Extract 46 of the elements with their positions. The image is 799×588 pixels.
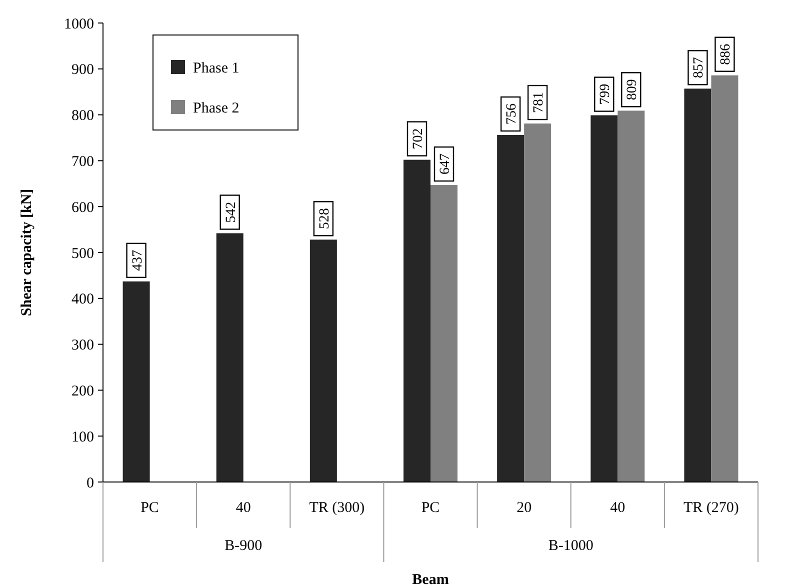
bar [310,240,337,482]
y-tick-label: 100 [72,429,94,446]
text: B-900 [224,538,262,554]
y-tick-label: 800 [72,108,94,124]
x-tick-label: 40 [610,500,626,516]
data-label: 799 [598,84,614,105]
data-label: 437 [130,250,146,271]
bar [430,185,458,482]
y-tick-label: 700 [72,154,94,170]
bar [618,110,645,482]
bar [497,134,524,482]
y-tick-label: 0 [86,475,94,492]
y-tick-label: 600 [72,200,94,216]
text: B-1000 [548,538,594,554]
data-label: 528 [317,208,332,230]
bar [684,88,712,482]
y-tick-label: 500 [72,246,94,262]
bar [216,233,244,482]
bar [590,115,618,482]
y-tick-label: 200 [72,383,94,400]
y-tick-label: 1000 [64,16,94,32]
data-label: 702 [411,128,426,150]
x-tick-label: PC [140,500,159,516]
bar [711,75,738,482]
x-tick-label: TR (300) [309,500,365,516]
data-label: 809 [625,79,640,100]
x-tick-label: 40 [236,500,251,516]
data-label: 647 [438,154,453,175]
bar [524,124,552,482]
data-label: 857 [692,57,707,78]
y-tick-label: 300 [72,338,94,354]
x-tick-label: 20 [516,500,532,516]
y-tick-label: 900 [72,62,94,78]
data-label: 781 [532,92,547,114]
data-label: 756 [504,103,520,124]
x-tick-label: PC [421,500,440,516]
x-axis-title: Beam [412,572,450,588]
data-label: 542 [224,202,239,223]
data-label: 886 [718,44,734,65]
legend-label: Phase 1 [193,60,240,76]
y-axis-title: Shear capacity [kN] [19,188,35,316]
bar [404,160,430,482]
bar [122,281,150,482]
x-tick-label: TR (270) [684,500,739,516]
legend-label: Phase 2 [193,100,240,116]
y-tick-label: 400 [72,292,94,308]
